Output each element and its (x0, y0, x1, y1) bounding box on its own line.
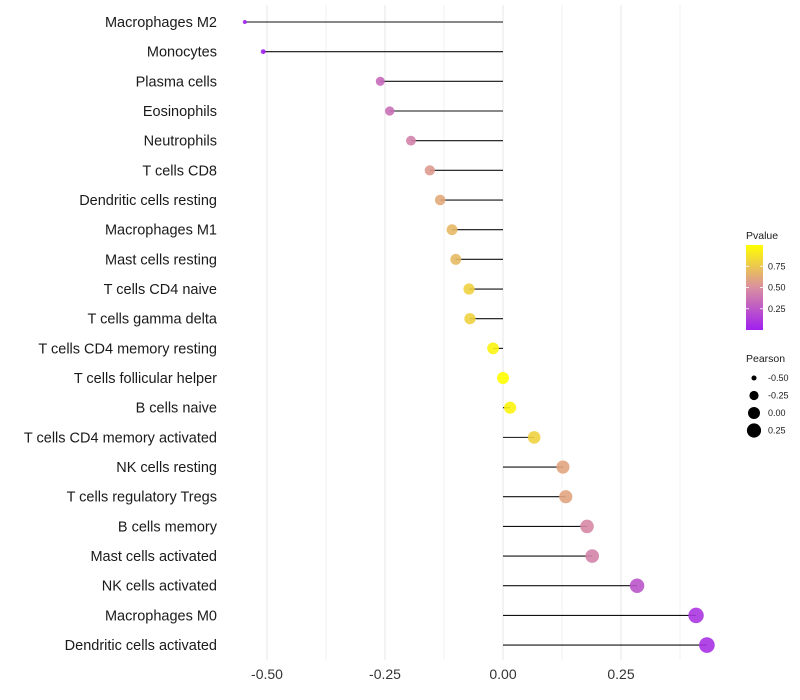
pearson-legend-title: Pearson (746, 353, 785, 365)
colorbar-tick-label: 0.50 (768, 283, 786, 293)
y-axis-label: B cells memory (118, 519, 218, 535)
y-axis-label: T cells gamma delta (88, 312, 218, 328)
lollipop-sticks (244, 21, 707, 646)
x-axis-tick-label: 0.00 (489, 666, 516, 682)
y-axis-label: Dendritic cells resting (79, 193, 217, 209)
y-axis-label: Neutrophils (144, 134, 217, 150)
lollipop-point (487, 342, 499, 355)
lollipop-point (556, 460, 570, 474)
lollipop-point (464, 313, 476, 325)
y-axis-label: Dendritic cells activated (65, 638, 217, 654)
lollipop-point (406, 135, 416, 146)
y-axis-label: Plasma cells (136, 74, 217, 90)
x-axis-tick-label: -0.50 (251, 666, 283, 682)
lollipop-point (242, 20, 247, 24)
size-key-label: -0.25 (768, 391, 789, 401)
lollipop-point (424, 165, 435, 176)
lollipop-point (504, 401, 517, 414)
y-axis-label: Macrophages M0 (105, 608, 217, 624)
lollipop-point (463, 283, 475, 295)
y-axis-label: T cells CD4 memory activated (24, 430, 217, 446)
y-axis-label: T cells regulatory Tregs (67, 490, 217, 506)
lollipop-point (497, 372, 509, 385)
y-axis-label: T cells follicular helper (74, 371, 217, 387)
y-axis-label: T cells CD4 memory resting (38, 341, 217, 357)
colorbar-tick-label: 0.25 (768, 304, 786, 314)
y-axis-label: Macrophages M1 (105, 223, 217, 239)
gridlines (266, 5, 681, 660)
pvalue-legend-title: Pvalue (746, 230, 778, 242)
lollipop-point (629, 578, 645, 593)
y-axis-label: Eosinophils (143, 104, 217, 120)
lollipop-point (559, 490, 573, 504)
size-key-dot (751, 375, 757, 381)
pvalue-legend: Pvalue 0.75 0.50 0.25 (746, 230, 786, 330)
size-key-label: -0.50 (768, 373, 789, 383)
y-axis-label: T cells CD8 (142, 163, 217, 179)
y-axis-label: NK cells resting (116, 460, 217, 476)
y-axis-label: NK cells activated (102, 579, 217, 595)
lollipop-point (260, 49, 266, 55)
lollipop-point (585, 549, 600, 563)
lollipop-point (688, 607, 704, 624)
size-key-label: 0.00 (768, 408, 786, 418)
lollipop-point (375, 76, 385, 86)
y-axis-label: Macrophages M2 (105, 15, 217, 31)
size-key-dot (748, 407, 760, 419)
lollipop-point (434, 194, 446, 206)
pvalue-colorbar (746, 245, 763, 330)
y-axis-labels: Macrophages M2 Monocytes Plasma cells Eosin… (24, 15, 218, 654)
x-axis-labels: -0.50 -0.25 0.00 0.25 (251, 666, 635, 682)
y-axis-label: T cells CD4 naive (104, 282, 217, 298)
x-axis-tick-label: -0.25 (369, 666, 401, 682)
lollipop-point (446, 224, 458, 236)
size-key-label: 0.25 (768, 426, 786, 436)
lollipop-point (385, 106, 395, 116)
y-axis-label: Mast cells resting (105, 252, 217, 268)
y-axis-label: Mast cells activated (90, 549, 217, 565)
x-axis-tick-label: 0.25 (607, 666, 634, 682)
size-key-dot (749, 390, 759, 401)
size-key-dot (746, 423, 762, 438)
lollipop-point (580, 519, 594, 534)
y-axis-label: B cells naive (136, 401, 217, 417)
lollipop-point (527, 431, 541, 444)
colorbar-tick-label: 0.75 (768, 261, 786, 271)
pearson-legend: Pearson -0.50 -0.25 0.00 0.25 (746, 353, 789, 438)
lollipop-points (242, 20, 715, 653)
lollipop-point (450, 253, 462, 265)
lollipop-point (699, 637, 715, 653)
y-axis-label: Monocytes (147, 45, 217, 61)
